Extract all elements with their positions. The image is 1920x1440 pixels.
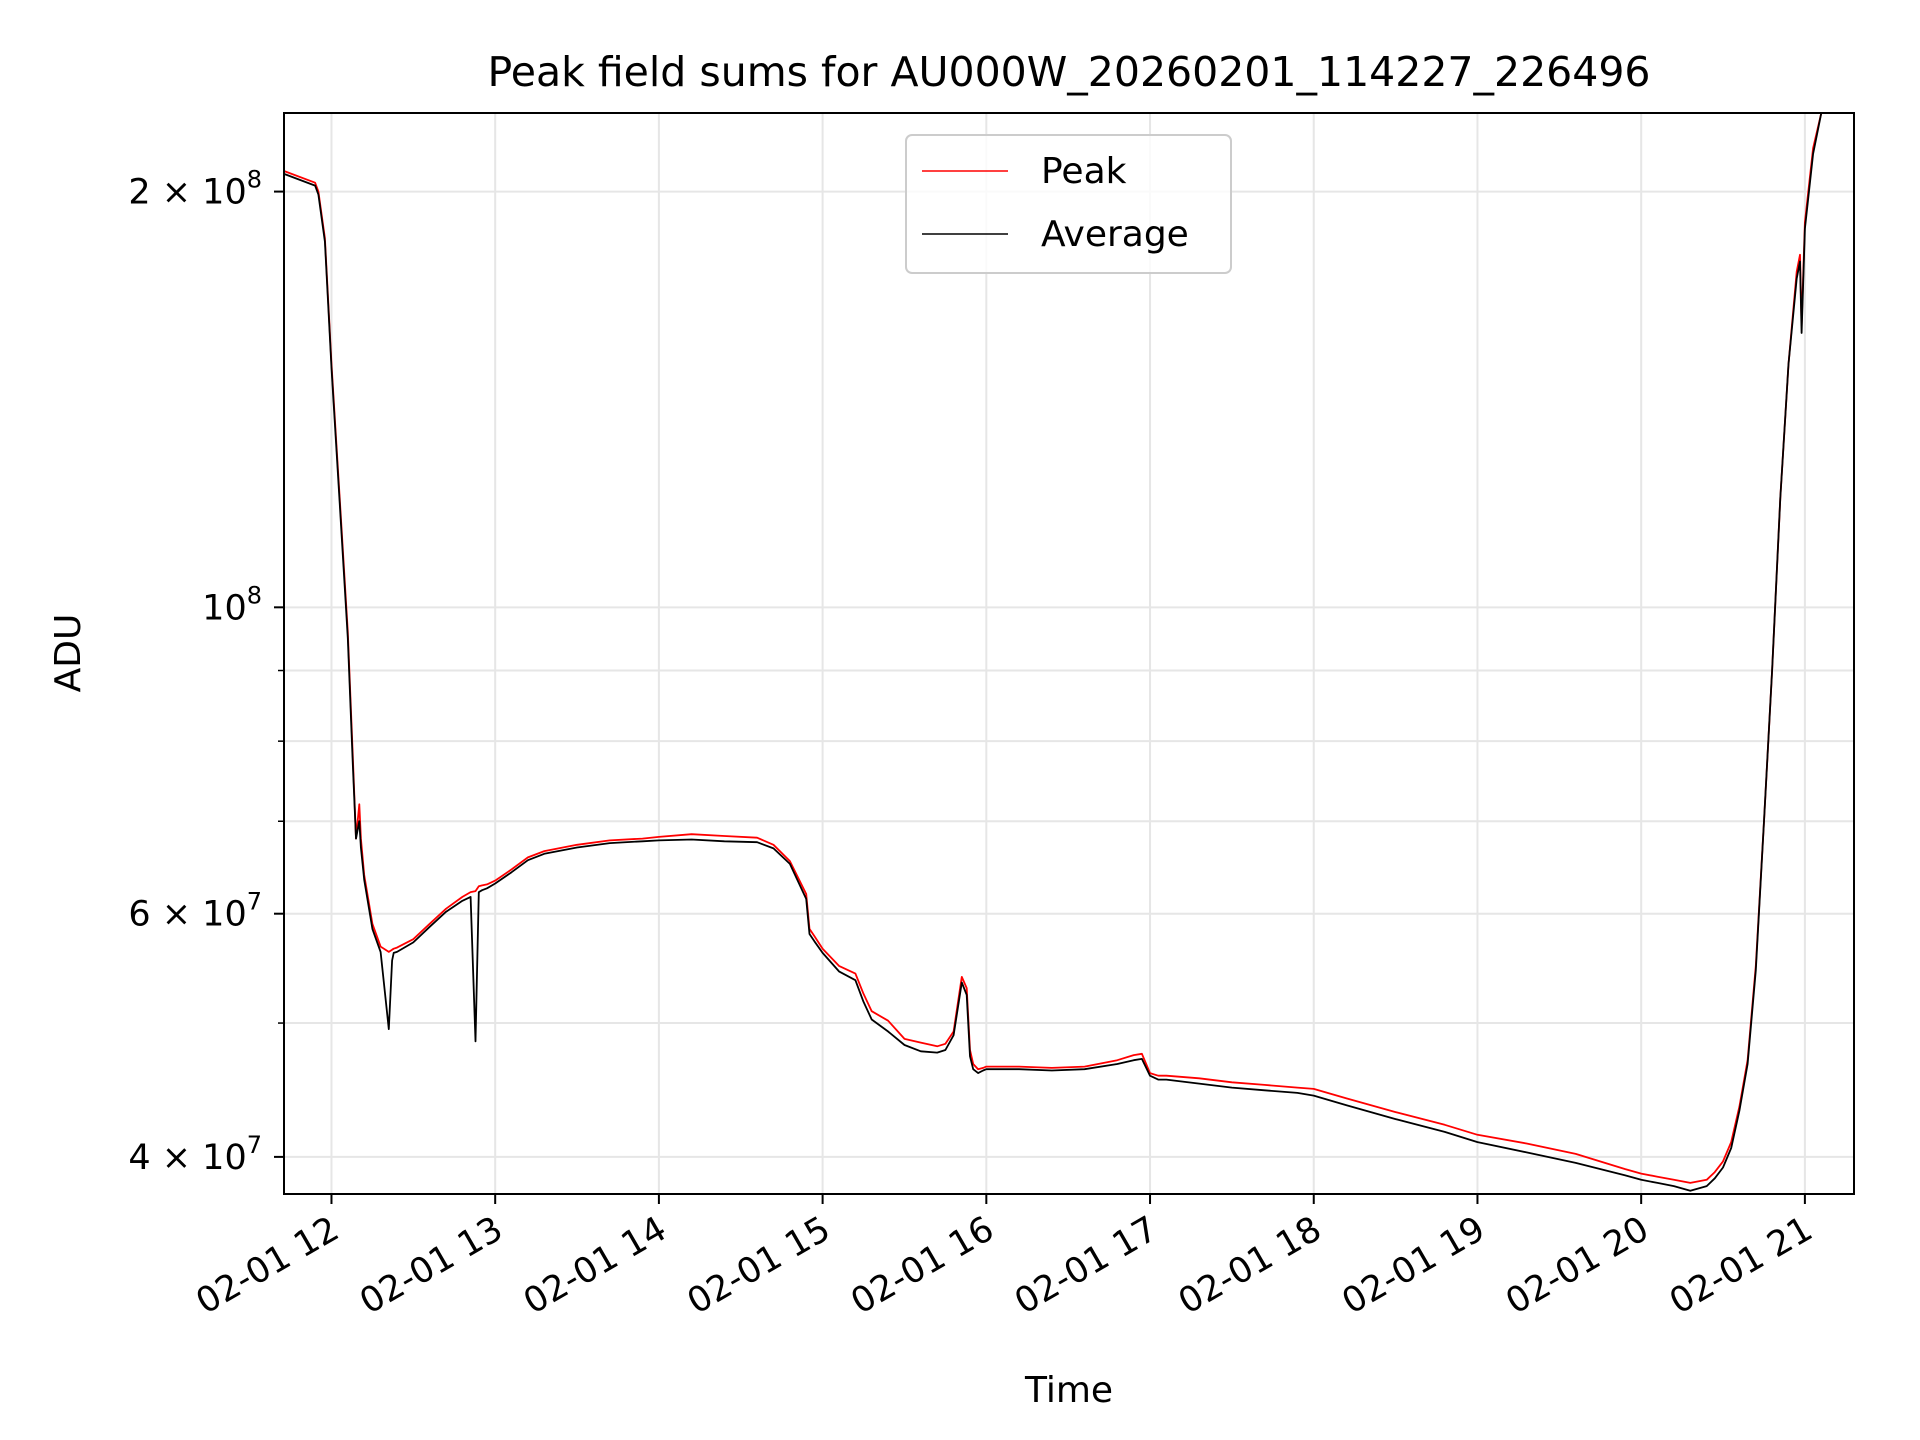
y-tick-label: 108 (202, 581, 262, 628)
y-axis-label: ADU (48, 614, 89, 693)
plot-frame (283, 112, 1855, 1195)
y-tick-label: 6 × 107 (128, 888, 262, 935)
series-layer (284, 113, 1827, 1192)
y-tick-label: 2 × 108 (128, 166, 262, 213)
series-line-average (284, 113, 1827, 1192)
x-axis-label: Time (1024, 1370, 1113, 1411)
y-axis: 4 × 107 6 × 107 108 2 × 108 (128, 166, 284, 1178)
chart-title: Peak field sums for AU000W_20260201_1142… (487, 48, 1650, 96)
legend: Peak Average (905, 134, 1232, 274)
legend-label-peak: Peak (1041, 151, 1127, 192)
legend-label-average: Average (1041, 214, 1189, 255)
series-line-peak (284, 113, 1827, 1184)
legend-box (905, 134, 1232, 274)
y-tick-label: 4 × 107 (128, 1131, 262, 1178)
